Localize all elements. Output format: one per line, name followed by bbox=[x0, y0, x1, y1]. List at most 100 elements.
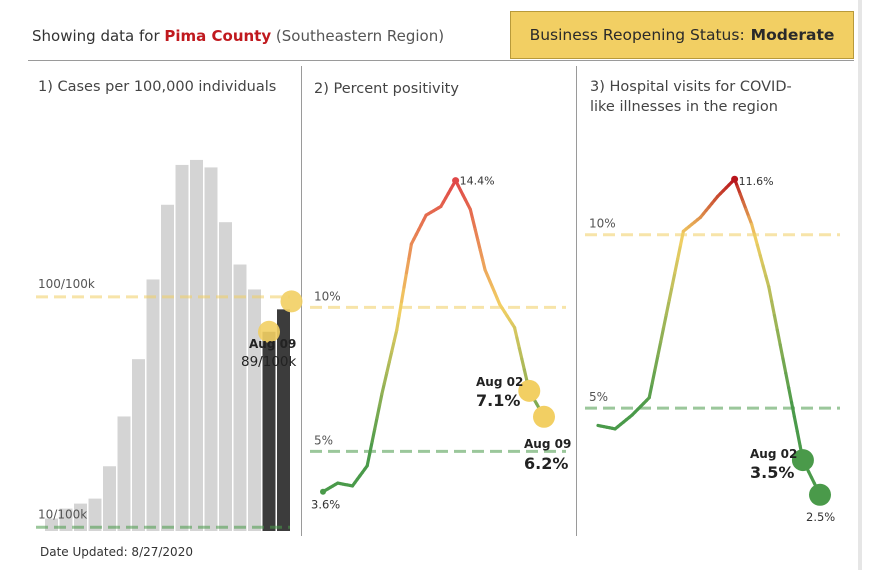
location-header: Showing data for Pima County (Southeaste… bbox=[32, 27, 444, 45]
panel-title-cases: 1) Cases per 100,000 individuals bbox=[38, 79, 277, 95]
point-marker bbox=[791, 449, 814, 472]
bar bbox=[74, 503, 87, 531]
series-segment bbox=[375, 404, 382, 420]
date-updated: Date Updated: 8/27/2020 bbox=[40, 545, 193, 559]
annotation-date: Aug 09 bbox=[524, 437, 571, 451]
bar bbox=[248, 289, 261, 531]
point-marker bbox=[533, 405, 555, 428]
series-segment bbox=[395, 314, 401, 332]
region-name: (Southeastern Region) bbox=[275, 27, 445, 45]
annotation-date: Aug 02 bbox=[750, 447, 797, 461]
series-segment bbox=[522, 368, 529, 382]
bar bbox=[175, 164, 189, 531]
series-segment bbox=[673, 257, 680, 275]
series-segment bbox=[678, 229, 685, 247]
series-segment bbox=[647, 382, 654, 400]
peak-label: 14.4% bbox=[460, 175, 495, 188]
series-segment bbox=[517, 347, 524, 361]
series-segment bbox=[392, 328, 399, 343]
annotation-value: 3.5% bbox=[750, 463, 794, 482]
annotation-date: Aug 09 bbox=[249, 337, 296, 351]
series-segment bbox=[387, 349, 394, 364]
series-segment bbox=[750, 222, 757, 237]
series-segment bbox=[764, 274, 771, 289]
reference-label: 5% bbox=[589, 390, 608, 404]
bar bbox=[117, 416, 131, 531]
annotation-value: 7.1% bbox=[476, 391, 520, 410]
series-segment bbox=[775, 328, 782, 347]
annotation-value: 6.2% bbox=[524, 454, 568, 473]
series-segment bbox=[370, 428, 377, 444]
panel-divider-2 bbox=[576, 66, 577, 536]
series-segment bbox=[778, 342, 785, 361]
county-name[interactable]: Pima County bbox=[164, 27, 272, 45]
series-segment bbox=[761, 264, 768, 278]
series-segment bbox=[481, 258, 487, 272]
bar bbox=[190, 159, 203, 531]
scroll-edge bbox=[858, 0, 862, 570]
point-marker bbox=[518, 379, 541, 402]
reference-label: 10% bbox=[589, 217, 616, 231]
bar bbox=[88, 498, 102, 531]
bar bbox=[59, 508, 73, 531]
series-segment bbox=[385, 360, 391, 375]
series-segment bbox=[473, 227, 480, 242]
bar-recent bbox=[262, 331, 276, 531]
reference-label: 10/100k bbox=[38, 507, 87, 521]
series-segment bbox=[787, 386, 794, 404]
point-marker bbox=[809, 483, 831, 506]
peak-point bbox=[452, 177, 460, 185]
series-segment bbox=[670, 271, 677, 289]
series-segment bbox=[476, 238, 482, 252]
series-segment bbox=[407, 242, 413, 260]
reopening-status-badge: Business Reopening Status: Moderate bbox=[510, 11, 854, 59]
bar-recent bbox=[277, 309, 290, 531]
series-segment bbox=[471, 217, 477, 232]
bar bbox=[146, 279, 160, 531]
bar bbox=[132, 359, 145, 531]
series-segment bbox=[468, 207, 475, 222]
series-segment bbox=[520, 357, 526, 372]
first-label: 3.6% bbox=[311, 498, 340, 512]
series-segment bbox=[792, 415, 799, 433]
bar bbox=[204, 167, 218, 531]
panel-title-hospital: 3) Hospital visits for COVID-like illnes… bbox=[590, 79, 792, 115]
annotation-value: 89/100k bbox=[241, 354, 296, 370]
series-segment bbox=[770, 299, 777, 318]
series-segment bbox=[382, 371, 389, 385]
series-segment bbox=[478, 248, 485, 262]
series-segment bbox=[365, 452, 372, 468]
series-segment bbox=[512, 325, 519, 340]
series-segment bbox=[667, 285, 674, 303]
series-segment bbox=[653, 354, 660, 372]
reference-label: 10% bbox=[314, 289, 341, 303]
series-segment bbox=[404, 256, 411, 275]
series-segment bbox=[772, 314, 779, 332]
series-segment bbox=[664, 298, 671, 317]
bar bbox=[219, 222, 232, 531]
series-segment bbox=[380, 381, 386, 396]
series-segment bbox=[784, 371, 791, 390]
peak-point bbox=[731, 175, 739, 183]
series-segment bbox=[402, 271, 409, 289]
panel-title-positivity: 2) Percent positivity bbox=[314, 81, 459, 97]
series-segment bbox=[781, 357, 788, 376]
series-segment bbox=[399, 285, 406, 304]
bar bbox=[161, 204, 174, 531]
series-segment bbox=[368, 440, 374, 456]
series-segment bbox=[650, 368, 657, 386]
series-segment bbox=[795, 429, 802, 448]
series-segment bbox=[767, 285, 774, 303]
series-segment bbox=[758, 253, 765, 268]
reference-label: 5% bbox=[314, 433, 333, 447]
header-divider bbox=[28, 60, 854, 61]
series-segment bbox=[515, 336, 522, 351]
status-label: Business Reopening Status: bbox=[529, 26, 745, 44]
series-segment bbox=[377, 392, 384, 408]
peak-label: 11.6% bbox=[739, 175, 774, 188]
first-point bbox=[320, 488, 326, 495]
series-segment bbox=[372, 416, 379, 432]
point-marker bbox=[280, 290, 303, 313]
series-segment bbox=[676, 243, 683, 261]
series-segment bbox=[659, 326, 666, 344]
